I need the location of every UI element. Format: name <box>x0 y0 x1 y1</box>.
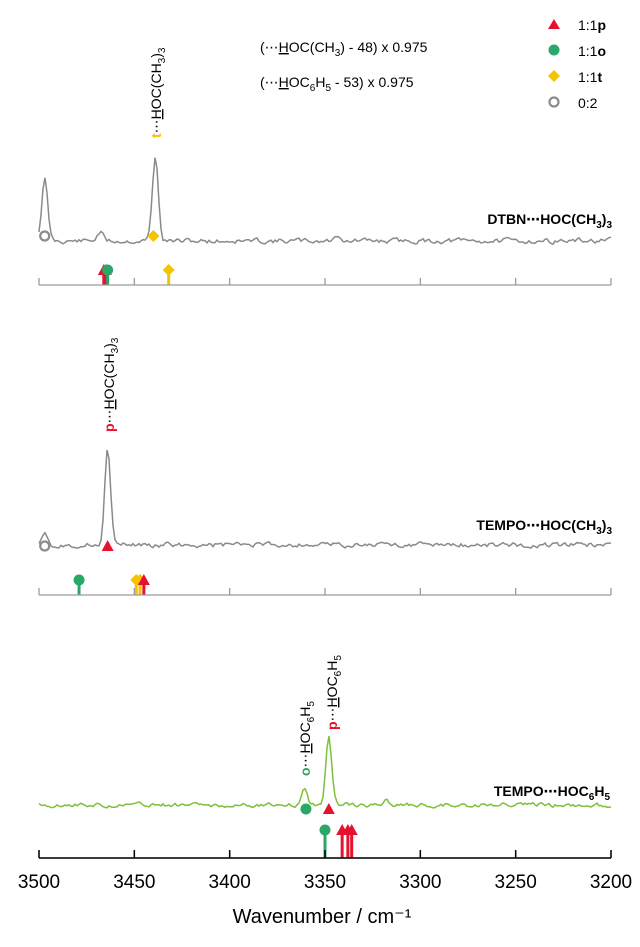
x-tick-label-1: 3450 <box>113 872 155 893</box>
calc-marker-0-2 <box>102 264 114 276</box>
spectrum-trace-dtbn-tbuoh <box>38 157 612 246</box>
x-tick-label-6: 3200 <box>590 872 632 893</box>
x-tick-label-3: 3350 <box>304 872 346 893</box>
note-phenol-scaling: (⋯HOC6H5 - 53) x 0.975 <box>260 74 414 94</box>
legend-item-o: 1:1o <box>548 43 606 59</box>
svg-text:1:1t: 1:1t <box>578 69 602 85</box>
observed-marker-2-1 <box>322 803 335 814</box>
x-tick-label-0: 3500 <box>18 872 60 893</box>
observed-marker-0-1 <box>147 230 160 242</box>
panel-label-tempo-phenol: TEMPO⋯HOC6H5 <box>494 783 611 803</box>
triangle-marker-icon <box>548 19 560 29</box>
x-axis-label: Wavenumber / cm⁻¹ <box>233 906 412 928</box>
observed-marker-1-1 <box>101 540 114 551</box>
calc-marker-1-3 <box>137 574 150 585</box>
calc-marker-0-3 <box>162 264 175 276</box>
open-circle-marker-icon <box>548 96 560 108</box>
spectrum-trace-tempo-tbuoh <box>38 449 612 549</box>
marker-layer <box>39 230 358 858</box>
peak-annotation-o-phenol: o⋯HOC6H5 <box>297 701 317 776</box>
svg-text:o⋯HOC6H5: o⋯HOC6H5 <box>297 701 317 776</box>
note-aliphatic-scaling: (⋯HOC(CH3) - 48) x 0.975 <box>260 39 428 59</box>
calc-marker-1-0 <box>73 574 85 586</box>
circle-marker-icon <box>548 44 560 56</box>
peak-annotation-p-tbuoh: p⋯HOC(CH3)3 <box>101 337 121 432</box>
observed-marker-1-0 <box>39 540 51 552</box>
svg-text:1:1o: 1:1o <box>578 43 606 59</box>
svg-text:(⋯HOC(CH3) - 48) x 0.975: (⋯HOC(CH3) - 48) x 0.975 <box>260 39 428 59</box>
legend-item-02: 0:2 <box>548 95 598 111</box>
peak-annotation-t-tbuoh: t⋯HOC(CH3)3 <box>148 47 168 138</box>
x-tick-label-5: 3250 <box>495 872 537 893</box>
panel-label-dtbn-tbuoh: DTBN⋯HOC(CH3)3 <box>487 211 612 231</box>
x-tick-label-2: 3400 <box>209 872 251 893</box>
svg-text:(⋯HOC6H5 - 53) x 0.975: (⋯HOC6H5 - 53) x 0.975 <box>260 74 414 94</box>
observed-marker-2-0 <box>300 803 312 815</box>
legend-item-p: 1:1p <box>548 17 606 33</box>
svg-text:p⋯HOC6H5: p⋯HOC6H5 <box>324 655 344 730</box>
peak-annotation-p-phenol: p⋯HOC6H5 <box>324 655 344 730</box>
svg-text:TEMPO⋯HOC(CH3)3: TEMPO⋯HOC(CH3)3 <box>476 517 612 537</box>
calc-marker-2-0 <box>319 824 331 836</box>
observed-marker-0-0 <box>39 230 51 242</box>
legend: 1:1p 1:1o 1:1t 0:2 <box>548 17 606 111</box>
x-tick-label-4: 3300 <box>399 872 441 893</box>
axes-layer: 3500 3450 3400 3350 3300 3250 3200 <box>18 278 632 893</box>
svg-text:t⋯HOC(CH3)3: t⋯HOC(CH3)3 <box>148 47 168 138</box>
svg-text:TEMPO⋯HOC6H5: TEMPO⋯HOC6H5 <box>494 783 611 803</box>
legend-label-02: 0:2 <box>578 95 598 111</box>
svg-text:DTBN⋯HOC(CH3)3: DTBN⋯HOC(CH3)3 <box>487 211 612 231</box>
diamond-marker-icon <box>548 70 560 82</box>
legend-item-t: 1:1t <box>548 69 602 85</box>
svg-text:p⋯HOC(CH3)3: p⋯HOC(CH3)3 <box>101 337 121 432</box>
spectrum-trace-tempo-phenol <box>38 735 612 809</box>
calc-marker-2-3 <box>345 824 358 835</box>
svg-text:1:1p: 1:1p <box>578 17 606 33</box>
panel-label-tempo-tbuoh: TEMPO⋯HOC(CH3)3 <box>476 517 612 537</box>
